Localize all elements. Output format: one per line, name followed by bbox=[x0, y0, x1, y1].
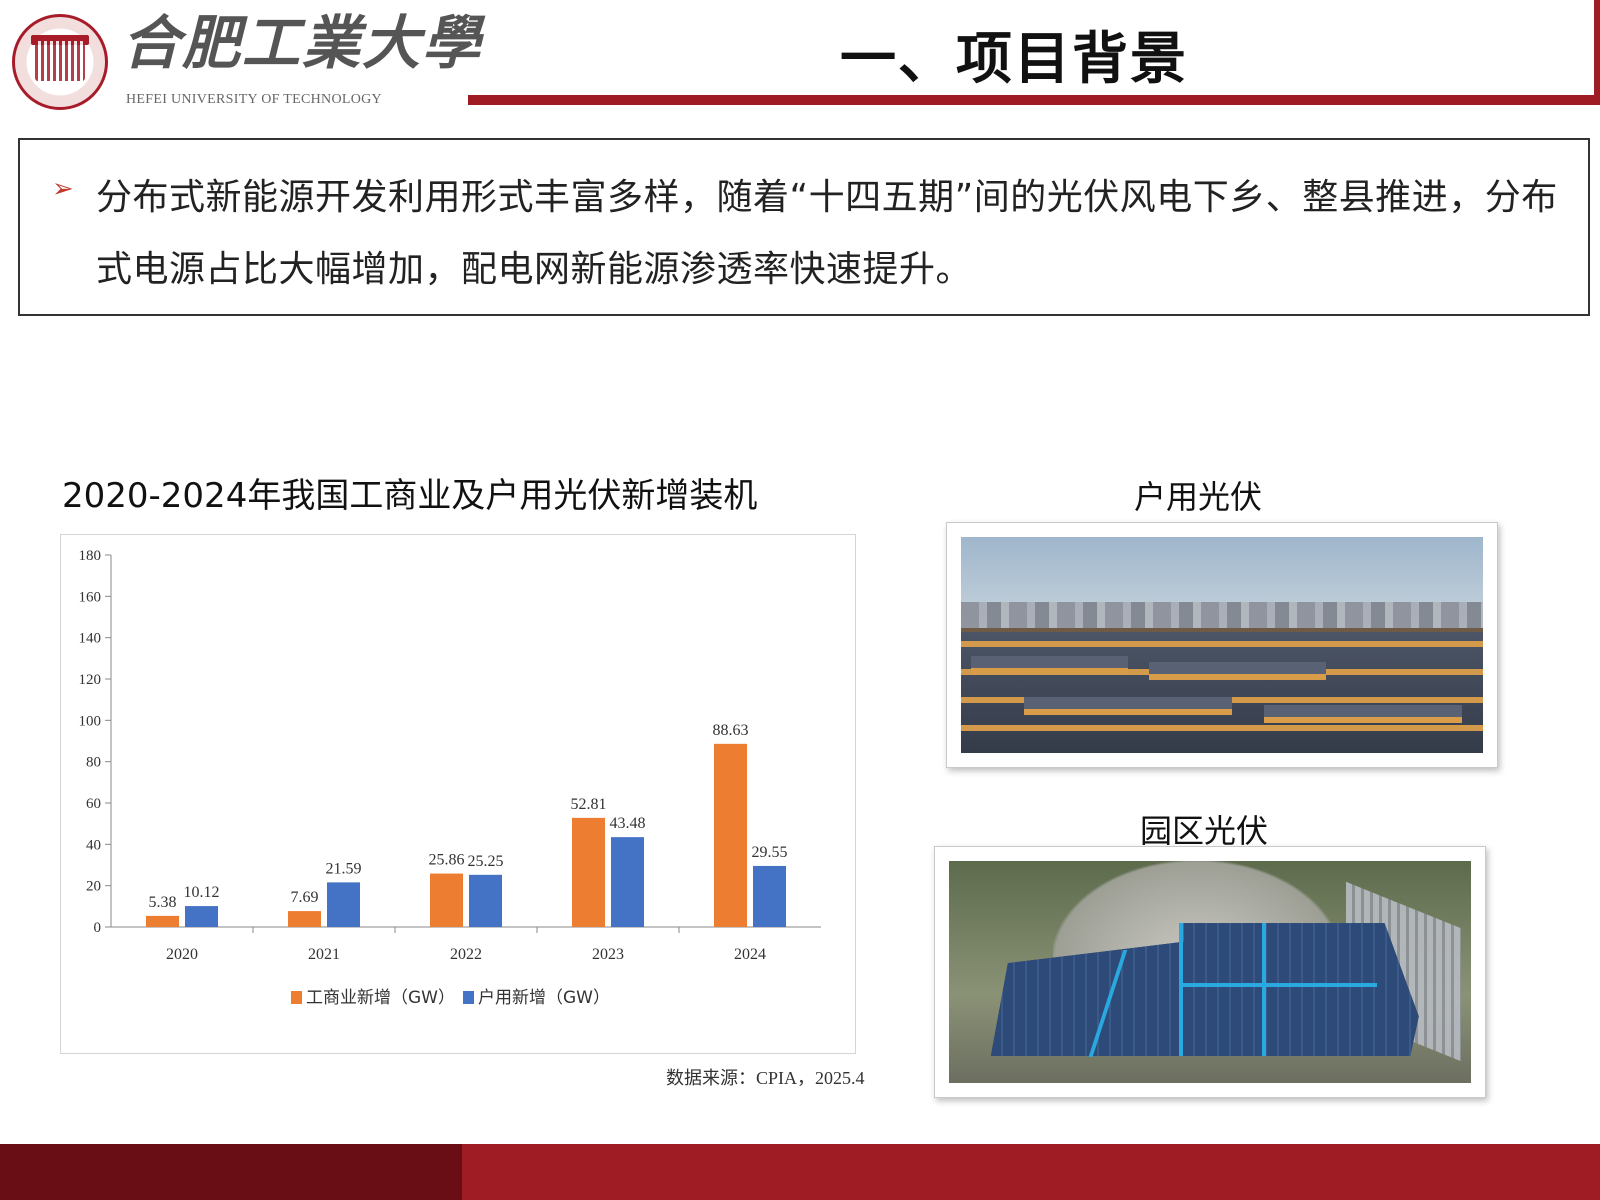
data-label: 29.55 bbox=[752, 844, 788, 861]
data-label: 43.48 bbox=[610, 815, 646, 832]
data-label: 7.69 bbox=[291, 889, 319, 906]
header-edge-bar bbox=[1594, 0, 1600, 95]
bar-chart: 0 20 40 60 80 100 120 140 160 180 2020 5.38 10.12 202… bbox=[60, 534, 856, 1054]
y-tick-label: 140 bbox=[79, 631, 102, 647]
park-pv-label: 园区光伏 bbox=[1140, 812, 1269, 850]
legend-swatch bbox=[463, 991, 474, 1004]
bar-chart-svg: 0 20 40 60 80 100 120 140 160 180 2020 5.38 10.12 202… bbox=[79, 548, 821, 1008]
data-label: 5.38 bbox=[149, 894, 177, 911]
footer-band bbox=[462, 1144, 1600, 1200]
data-label: 25.86 bbox=[429, 852, 465, 869]
x-tick-label: 2023 bbox=[592, 946, 624, 963]
x-tick-label: 2024 bbox=[734, 946, 766, 963]
bar bbox=[185, 906, 218, 927]
bar bbox=[572, 817, 605, 927]
x-tick-label: 2020 bbox=[166, 946, 198, 963]
y-tick-label: 40 bbox=[86, 837, 101, 853]
bullet-box: ➢ 分布式新能源开发利用形式丰富多样，随着“十四五期”间的光伏风电下乡、整县推进… bbox=[18, 138, 1590, 316]
residential-pv-label: 户用光伏 bbox=[1134, 478, 1263, 516]
bar bbox=[469, 874, 502, 927]
bullet-text: 分布式新能源开发利用形式丰富多样，随着“十四五期”间的光伏风电下乡、整县推进，分… bbox=[96, 177, 1558, 290]
slide-title: 一、项目背景 bbox=[840, 27, 1188, 92]
arrow-bullet-icon: ➢ bbox=[52, 174, 74, 204]
x-tick-label: 2022 bbox=[450, 946, 482, 963]
residential-pv-image bbox=[961, 537, 1483, 753]
university-name-en: HEFEI UNIVERSITY OF TECHNOLOGY bbox=[126, 92, 382, 107]
data-label: 25.25 bbox=[468, 853, 504, 870]
chart-source: 数据来源：CPIA，2025.4 bbox=[666, 1068, 865, 1088]
university-name-cn: 合肥工業大學 bbox=[122, 9, 483, 77]
y-tick-label: 100 bbox=[79, 713, 102, 729]
data-label: 52.81 bbox=[571, 796, 607, 813]
footer-band-dark bbox=[0, 1144, 462, 1200]
legend-swatch bbox=[291, 991, 302, 1004]
bar bbox=[753, 865, 786, 927]
y-tick-label: 120 bbox=[79, 672, 102, 688]
chart-title: 2020-2024年我国工商业及户用光伏新增装机 bbox=[62, 476, 758, 516]
x-tick-label: 2021 bbox=[308, 946, 340, 963]
bar bbox=[714, 743, 747, 927]
y-tick-label: 60 bbox=[86, 796, 101, 812]
data-label: 10.12 bbox=[184, 884, 220, 901]
bar bbox=[288, 911, 321, 927]
y-tick-label: 0 bbox=[94, 920, 102, 936]
park-pv-image bbox=[949, 861, 1471, 1083]
bar bbox=[146, 915, 179, 927]
bar bbox=[327, 882, 360, 927]
bar bbox=[611, 837, 644, 927]
header-divider bbox=[468, 95, 1600, 105]
y-tick-label: 160 bbox=[79, 589, 102, 605]
data-label: 21.59 bbox=[326, 860, 362, 877]
y-tick-label: 80 bbox=[86, 755, 101, 771]
bar bbox=[430, 873, 463, 927]
y-tick-label: 180 bbox=[79, 548, 102, 564]
residential-pv-photo bbox=[946, 522, 1498, 768]
legend-label: 工商业新增（GW） bbox=[306, 988, 455, 1008]
park-pv-photo bbox=[934, 846, 1486, 1098]
university-seal-logo bbox=[12, 14, 108, 110]
legend-label: 户用新增（GW） bbox=[478, 988, 610, 1008]
data-label: 88.63 bbox=[713, 722, 749, 739]
y-tick-label: 20 bbox=[86, 879, 101, 895]
